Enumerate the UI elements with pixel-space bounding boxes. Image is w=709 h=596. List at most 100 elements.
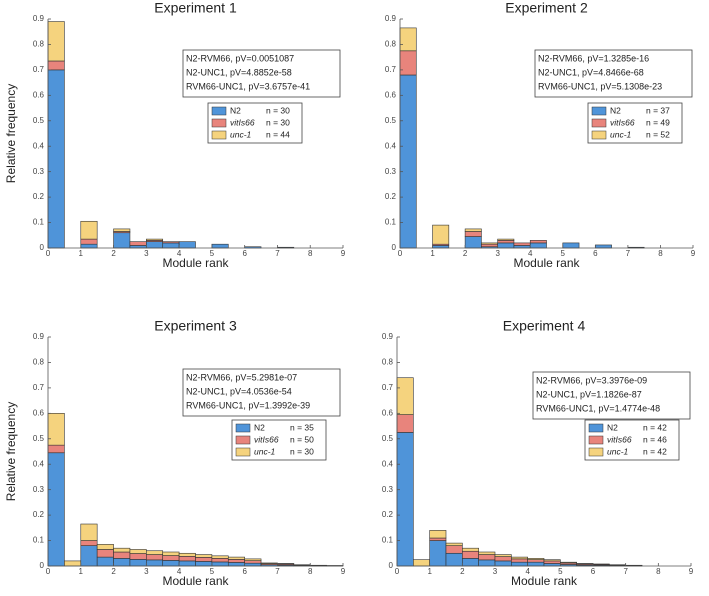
legend-count: n = 52 <box>646 129 670 139</box>
bar-segment <box>146 559 164 567</box>
legend-swatch <box>591 118 607 128</box>
y-tick-label: 0 <box>40 243 45 252</box>
bar-segment <box>494 556 512 562</box>
bar-segment <box>162 551 180 556</box>
x-tick-label: 2 <box>460 567 465 576</box>
legend-swatch <box>211 106 227 116</box>
y-tick-label: 0.8 <box>33 358 45 367</box>
x-tick-label: 8 <box>656 567 661 576</box>
bar-segment <box>478 559 496 567</box>
legend-swatch <box>211 118 227 128</box>
y-tick-label: 0.2 <box>385 192 397 201</box>
legend-count: n = 37 <box>646 105 670 115</box>
x-tick-label: 3 <box>495 249 500 258</box>
bar-segment <box>562 242 580 249</box>
y-tick-label: 0.5 <box>33 434 45 443</box>
x-axis-label: Module rank <box>511 574 578 588</box>
bar-segment <box>162 241 180 244</box>
bar-segment <box>429 540 447 567</box>
y-tick-label: 0.9 <box>33 14 45 23</box>
bar-segment <box>399 50 417 76</box>
x-tick-label: 3 <box>144 567 149 576</box>
bar-segment <box>527 558 545 560</box>
bar-segment <box>146 241 164 249</box>
bar-segment <box>227 559 245 563</box>
legend-label: N2 <box>230 105 241 115</box>
legend-count: n = 46 <box>643 434 667 444</box>
bar-segment <box>178 556 196 562</box>
bar-segment <box>80 238 98 245</box>
bar-segment <box>178 560 196 567</box>
x-tick-label: 7 <box>275 567 280 576</box>
bar-segment <box>497 238 515 241</box>
y-tick-label: 0.1 <box>33 536 45 545</box>
bar-segment <box>543 559 561 562</box>
chart-title: Experiment 2 <box>505 0 588 16</box>
y-tick-label: 0.2 <box>33 510 45 519</box>
x-axis-label: Module rank <box>162 574 229 588</box>
x-tick-label: 1 <box>430 249 435 258</box>
y-tick-label: 0.4 <box>385 141 397 150</box>
annotation: N2-UNC1, pV=4.8466e-68 <box>538 67 644 77</box>
bar-segment <box>445 542 463 546</box>
x-tick-label: 4 <box>525 567 530 576</box>
legend-swatch <box>211 130 227 140</box>
bar-segment <box>576 563 594 565</box>
bar-segment <box>527 559 545 563</box>
y-tick-label: 0.8 <box>33 40 45 49</box>
bar-segment <box>478 554 496 561</box>
bar-segment <box>113 558 131 567</box>
chart-title: Experiment 1 <box>154 0 237 16</box>
legend-count: n = 49 <box>646 117 670 127</box>
bar-segment <box>178 552 196 557</box>
bar-segment <box>560 561 577 564</box>
bar-segment <box>494 554 512 557</box>
legend-count: n = 35 <box>290 422 314 432</box>
x-tick-label: 9 <box>691 249 696 258</box>
annotation-box <box>182 368 341 417</box>
x-tick-label: 6 <box>242 249 247 258</box>
bar-segment <box>595 244 612 249</box>
bar-segment <box>146 238 164 241</box>
bar-segment <box>227 556 245 560</box>
y-tick-label: 0.4 <box>33 141 45 150</box>
x-tick-label: 0 <box>46 567 51 576</box>
x-tick-label: 1 <box>79 249 84 258</box>
y-tick-label: 0.5 <box>385 116 397 125</box>
bar-segment <box>64 560 82 567</box>
bar-segment <box>162 242 180 249</box>
annotation: RVM66-UNC1, pV=1.3992e-39 <box>186 400 310 410</box>
bar-segment <box>80 243 98 249</box>
bar-segment <box>80 545 98 567</box>
legend-label: vitIs66 <box>230 117 255 127</box>
x-tick-label: 0 <box>395 567 400 576</box>
legend-count: n = 44 <box>266 129 290 139</box>
y-tick-label: 0.1 <box>33 218 45 227</box>
x-tick-label: 8 <box>308 249 313 258</box>
x-axis-label: Module rank <box>513 256 580 270</box>
annotation: RVM66-UNC1, pV=3.6757e-41 <box>186 81 310 91</box>
bar-segment <box>47 452 65 567</box>
legend-label: vitIs66 <box>254 434 279 444</box>
bar-segment <box>195 554 213 558</box>
legend-swatch <box>235 447 251 457</box>
bar-segment <box>96 544 114 550</box>
bar-segment <box>462 550 479 559</box>
bar-segment <box>211 555 229 559</box>
bar-segment <box>162 560 180 567</box>
legend-label: vitIs66 <box>607 434 632 444</box>
y-tick-label: 0.6 <box>33 90 45 99</box>
x-tick-label: 7 <box>626 249 631 258</box>
legend-label: N2 <box>610 105 621 115</box>
y-tick-label: 0.6 <box>382 408 394 417</box>
x-tick-label: 7 <box>275 249 280 258</box>
x-tick-label: 3 <box>493 567 498 576</box>
x-tick-label: 2 <box>111 249 116 258</box>
y-tick-label: 0 <box>392 243 397 252</box>
y-tick-label: 0.7 <box>33 383 45 392</box>
bar-segment <box>277 563 295 565</box>
legend-swatch <box>591 130 607 140</box>
y-tick-label: 0.5 <box>33 116 45 125</box>
x-tick-label: 5 <box>210 567 215 576</box>
legend-label: unc-1 <box>254 446 276 456</box>
